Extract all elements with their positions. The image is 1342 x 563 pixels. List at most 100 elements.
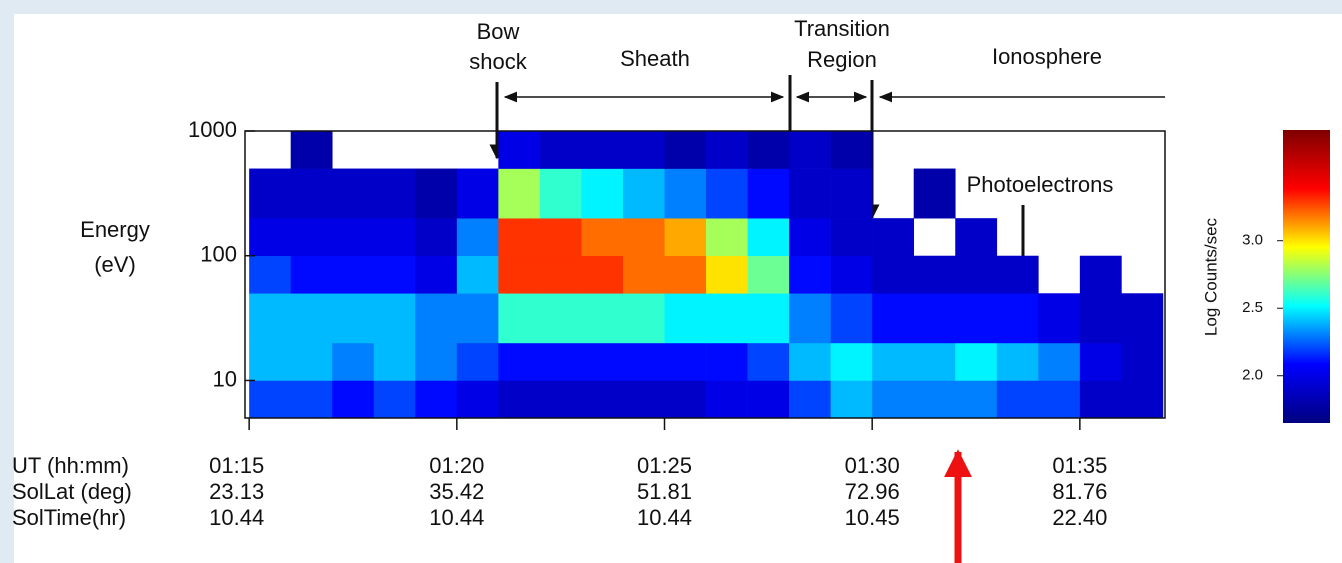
heat-cell <box>872 293 915 344</box>
heat-cell <box>913 293 956 344</box>
heat-cell <box>1038 380 1081 419</box>
y-axis-label: Energy <box>80 217 150 242</box>
heat-cell <box>332 218 375 257</box>
heat-cell <box>996 342 1039 381</box>
heat-cell <box>664 342 707 381</box>
heat-cell <box>996 255 1039 294</box>
heat-cell <box>1038 293 1081 344</box>
annotation: Bow <box>477 19 520 44</box>
heat-cell <box>373 218 416 257</box>
heat-cell <box>581 218 624 257</box>
y-axis-label: (eV) <box>94 252 136 277</box>
heat-cell <box>498 218 541 257</box>
tick-row-value: 10.44 <box>637 505 692 530</box>
heat-cell <box>789 218 831 257</box>
heat-cell <box>913 255 956 294</box>
heat-cell <box>789 168 831 219</box>
heat-cell <box>830 168 873 219</box>
tick-row-value: 10.45 <box>845 505 900 530</box>
heat-cell <box>290 342 333 381</box>
heat-cell <box>789 293 831 344</box>
annotation: Ionosphere <box>992 44 1102 69</box>
heat-cell <box>996 293 1039 344</box>
heat-cell <box>747 293 790 344</box>
x-tick-label: 01:20 <box>429 453 484 478</box>
heat-cell <box>872 380 915 419</box>
x-tick-label: 01:15 <box>209 453 264 478</box>
annotation: Region <box>807 47 877 72</box>
heat-cell <box>1121 342 1164 381</box>
heat-cell <box>706 342 748 381</box>
heat-cell <box>955 218 998 257</box>
tick-row-value: 10.44 <box>209 505 264 530</box>
heat-cell <box>290 255 333 294</box>
heat-cell <box>581 293 624 344</box>
heat-cell <box>290 218 333 257</box>
heat-cell <box>415 255 458 294</box>
heat-cell <box>332 380 375 419</box>
heat-cell <box>290 168 333 219</box>
y-tick-label: 10 <box>213 366 237 391</box>
heat-cell <box>830 218 873 257</box>
heat-cell <box>622 293 665 344</box>
heat-cell <box>332 293 375 344</box>
colorbar-tick-label: 2.0 <box>1242 367 1263 384</box>
plot-frame <box>244 130 1166 419</box>
heat-cell <box>622 131 665 169</box>
heat-cell <box>1079 255 1122 294</box>
heat-cell <box>498 131 541 169</box>
heat-cell <box>747 218 790 257</box>
heat-cell <box>539 293 582 344</box>
tick-row-value: 35.42 <box>429 479 484 504</box>
heat-cell <box>622 218 665 257</box>
heat-cell <box>747 342 790 381</box>
heat-cell <box>664 168 707 219</box>
heat-cell <box>996 380 1039 419</box>
annotation: shock <box>469 49 527 74</box>
heat-cell <box>664 380 707 419</box>
heat-cell <box>872 255 915 294</box>
heat-cell <box>664 131 707 169</box>
heat-cell <box>622 380 665 419</box>
heat-cell <box>498 380 541 419</box>
heat-cell <box>747 131 790 169</box>
heat-cell <box>539 342 582 381</box>
heat-cell <box>706 293 748 344</box>
heat-cell <box>581 380 624 419</box>
heat-cell <box>913 380 956 419</box>
heat-cell <box>539 168 582 219</box>
tick-row-value: 10.44 <box>429 505 484 530</box>
heat-cell <box>332 255 375 294</box>
heat-cell <box>955 342 998 381</box>
heat-cell <box>249 168 291 219</box>
heat-cell <box>706 131 748 169</box>
heat-cell <box>664 218 707 257</box>
heat-cell <box>789 131 831 169</box>
tick-row-value: 23.13 <box>209 479 264 504</box>
heat-cell <box>456 255 499 294</box>
heat-cell <box>498 342 541 381</box>
heat-cell <box>581 131 624 169</box>
heat-cell <box>622 255 665 294</box>
heat-cell <box>830 342 873 381</box>
heat-cell <box>332 342 375 381</box>
heat-cell <box>581 342 624 381</box>
heat-cell <box>1079 342 1122 381</box>
heat-cell <box>747 255 790 294</box>
heat-cell <box>290 380 333 419</box>
heat-cell <box>498 255 541 294</box>
heat-cell <box>955 255 998 294</box>
heat-cell <box>955 293 998 344</box>
annotation: Photoelectrons <box>967 172 1114 197</box>
heat-cell <box>415 342 458 381</box>
heat-cell <box>373 380 416 419</box>
heat-cell <box>664 255 707 294</box>
heat-cell <box>913 342 956 381</box>
colorbar <box>1283 130 1330 423</box>
annotation: Sheath <box>620 46 690 71</box>
heat-cell <box>706 168 748 219</box>
heat-cell <box>415 293 458 344</box>
heat-cell <box>830 255 873 294</box>
heat-cell <box>789 342 831 381</box>
heat-cell <box>581 255 624 294</box>
